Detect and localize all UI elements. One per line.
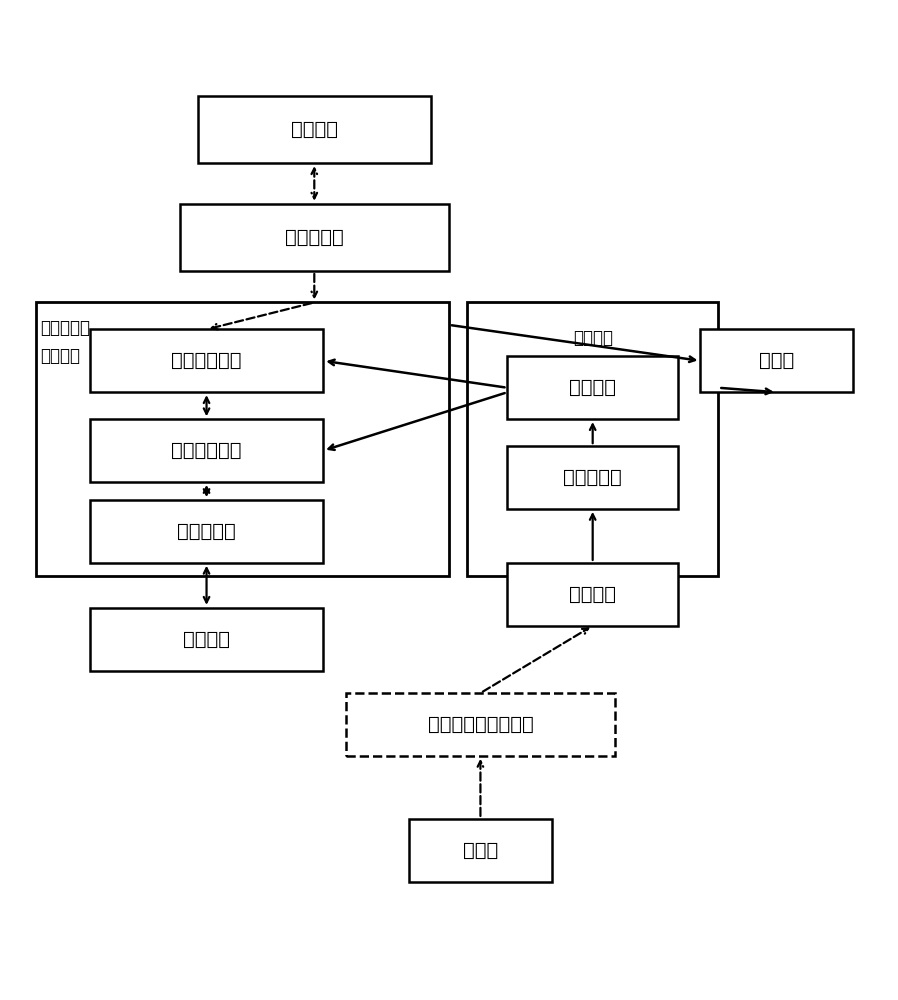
Bar	[90, 329, 323, 392]
Bar	[409, 819, 552, 882]
Text: 通信模块: 通信模块	[40, 347, 81, 365]
Text: 电源电极: 电源电极	[569, 585, 616, 604]
Text: 屏蔽罩: 屏蔽罩	[759, 351, 795, 370]
Text: 金属杆: 金属杆	[462, 841, 498, 860]
Bar	[198, 96, 431, 163]
Text: 无线中继站: 无线中继站	[285, 228, 344, 247]
Text: 信号电极: 信号电极	[183, 630, 230, 649]
Bar	[36, 302, 449, 576]
Bar	[346, 693, 615, 756]
Text: 无线通信模块: 无线通信模块	[172, 351, 242, 370]
Bar	[90, 419, 323, 482]
Text: 信号处理与: 信号处理与	[40, 319, 91, 337]
Bar	[507, 563, 678, 626]
Bar	[700, 329, 853, 392]
Bar	[467, 302, 718, 576]
Bar	[180, 204, 449, 271]
Text: 低通滤波器: 低通滤波器	[563, 468, 622, 487]
Bar	[90, 608, 323, 671]
Text: 稳压模块: 稳压模块	[569, 378, 616, 397]
Text: 外部主机: 外部主机	[291, 120, 338, 139]
Text: 信号控制模块: 信号控制模块	[172, 441, 242, 460]
Text: 电源模块: 电源模块	[573, 329, 612, 347]
Bar	[90, 500, 323, 563]
Bar	[507, 356, 678, 419]
Bar	[507, 446, 678, 509]
Text: 高通滤波器: 高通滤波器	[177, 522, 236, 541]
Text: 管道输送的导电物质: 管道输送的导电物质	[427, 715, 533, 734]
